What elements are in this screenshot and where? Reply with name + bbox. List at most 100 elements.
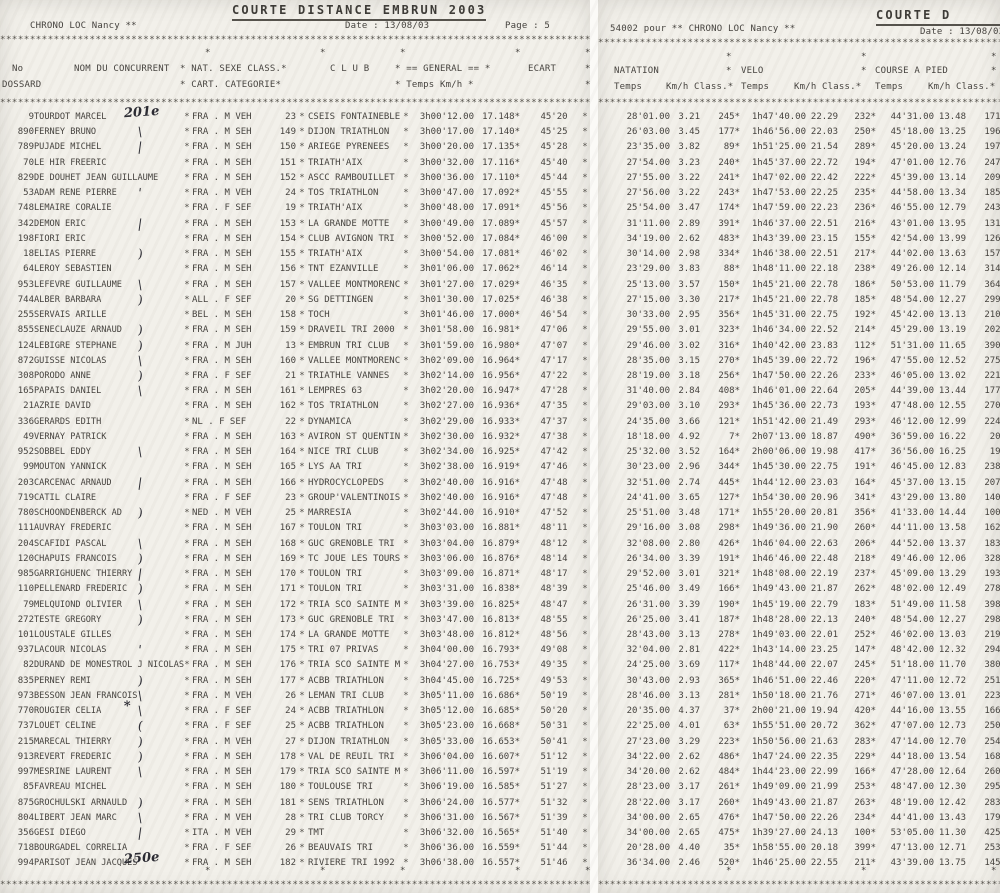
column-separator: * xyxy=(582,294,588,305)
column-separator: * xyxy=(299,462,305,473)
general-speed: 16.956* xyxy=(482,370,520,381)
swim-time: 26'34.00 xyxy=(626,553,670,564)
result-row-left: 272 TESTE GREGORY * FRA . M SEH 173 * GUC GRE… xyxy=(0,611,591,628)
bike-speed: 22.42 xyxy=(810,172,838,183)
column-separator: * xyxy=(582,370,588,381)
ecart-time: 51'12 xyxy=(540,751,568,762)
column-separator: * xyxy=(582,462,588,473)
run-speed: 13.34 xyxy=(938,188,966,199)
column-separator xyxy=(520,841,528,856)
column-separator: * xyxy=(403,462,409,473)
column-separator: * xyxy=(582,127,588,138)
column-separator: * xyxy=(184,447,190,458)
swim-rank: 486* xyxy=(718,751,740,762)
column-separator: * xyxy=(299,431,305,442)
bib-number: 985 xyxy=(17,569,34,580)
result-row-right: 36'34.00 2.46 520* 1h46'25.00 22.55 211* 43'39… xyxy=(598,856,1000,871)
column-separator: * xyxy=(184,508,190,519)
general-speed: 16.981* xyxy=(482,325,520,336)
club-name: SENS TRIATHLON xyxy=(308,797,384,808)
run-speed: 13.24 xyxy=(938,142,966,153)
swim-speed: 3.17 xyxy=(678,782,700,793)
bike-speed: 22.72 xyxy=(810,355,838,366)
club-name: ARIEGE PYRENEES xyxy=(308,142,390,153)
bike-time: 1h46'38.00 xyxy=(751,249,806,260)
run-rank: 247* xyxy=(984,157,1000,168)
result-row-left: 342 DEMON ERIC * FRA . M SEH 153 * LA GRANDE … xyxy=(0,215,591,232)
column-separator: * xyxy=(184,843,190,854)
column-separator: * xyxy=(184,310,190,321)
bike-time: 1h45'19.00 xyxy=(751,599,806,610)
result-row-right: 30'14.00 2.98 334* 1h46'38.00 22.51 217* 44'02… xyxy=(598,247,1000,262)
general-time: 3h00'17.00 xyxy=(419,127,474,138)
run-speed: 13.19 xyxy=(938,325,966,336)
column-separator: * xyxy=(403,538,409,549)
column-separator: * xyxy=(184,477,190,488)
run-rank: 19* xyxy=(989,447,1000,458)
athlete-name: DEMON ERIC xyxy=(34,218,86,229)
bike-speed: 22.01 xyxy=(810,629,838,640)
ecart-time: 48'17 xyxy=(540,569,568,580)
swim-time: 29'16.00 xyxy=(626,523,670,534)
general-speed: 16.559* xyxy=(482,843,520,854)
ecart-time: 45'44 xyxy=(540,172,568,183)
bib-number: 82 xyxy=(23,660,34,671)
swim-speed: 3.15 xyxy=(678,355,700,366)
general-time: 3h02'20.00 xyxy=(419,386,474,397)
swim-speed: 3.65 xyxy=(678,492,700,503)
ecart-time: 47'48 xyxy=(540,477,568,488)
column-separator xyxy=(520,856,528,871)
bib-number: 890 xyxy=(17,127,34,138)
result-row-left: 770 ROUGIER CELIA * FRA . F SEF 24 * ACBB TRI… xyxy=(0,699,591,719)
club-name: TMT xyxy=(308,828,325,839)
general-time: 3h06'31.00 xyxy=(419,812,474,823)
bike-speed: 23.15 xyxy=(810,233,838,244)
bib-number: 719 xyxy=(17,492,34,503)
run-rank: 275* xyxy=(984,355,1000,366)
column-separator: * xyxy=(582,599,588,610)
bib-number: 937 xyxy=(17,645,34,656)
ecart-time: 45'55 xyxy=(540,188,568,199)
bike-rank: 193* xyxy=(854,401,876,412)
general-speed: 17.089* xyxy=(482,218,520,229)
bike-speed: 22.51 xyxy=(810,249,838,260)
column-separator: * xyxy=(184,858,190,869)
run-rank: 278* xyxy=(984,584,1000,595)
result-row-left: 308 PORODO ANNE * FRA . F SEF 21 * TRIATHLE V… xyxy=(0,368,591,384)
swim-speed: 3.47 xyxy=(678,203,700,214)
general-time: 3h00'36.00 xyxy=(419,172,474,183)
bike-rank: 183* xyxy=(854,599,876,610)
result-row-left: 101 LOUSTALE GILLES * FRA . M SEH 174 * LA GR… xyxy=(0,628,591,643)
athlete-name: SCAFIDI PASCAL xyxy=(34,538,107,549)
swim-rank: 7* xyxy=(729,431,740,442)
general-time: 3h00'48.00 xyxy=(419,203,474,214)
run-speed: 12.71 xyxy=(938,843,966,854)
athlete-name: MELQUIOND OLIVIER xyxy=(34,599,122,610)
bike-rank: 237* xyxy=(854,569,876,580)
column-separator: * xyxy=(582,629,588,640)
category-rank: 29 xyxy=(285,828,296,839)
column-separator xyxy=(520,186,528,201)
run-speed: 11.58 xyxy=(938,599,966,610)
swim-speed: 4.37 xyxy=(678,706,700,717)
club-name: GUC GRENOBLE TRI xyxy=(308,538,395,549)
general-time: 3h03'09.00 xyxy=(419,569,474,580)
swim-speed: 2.74 xyxy=(678,477,700,488)
general-speed: 17.029* xyxy=(482,279,520,290)
ecart-time: 50'41 xyxy=(540,736,568,747)
general-time: 3h03'31.00 xyxy=(419,584,474,595)
bib-number: 203 xyxy=(17,477,34,488)
club-name: LEMAN TRI CLUB xyxy=(308,690,384,701)
club-name: NICE TRI CLUB xyxy=(308,447,379,458)
general-speed: 16.793* xyxy=(482,645,520,656)
general-speed: 17.025* xyxy=(482,294,520,305)
run-rank: 171* xyxy=(984,112,1000,122)
swim-time: 26'03.00 xyxy=(626,127,670,138)
general-time: 3h04'00.00 xyxy=(419,645,474,656)
column-separator: * xyxy=(299,416,305,427)
general-speed: 16.980* xyxy=(482,340,520,351)
column-separator: * xyxy=(582,203,588,214)
general-time: 3h00'49.00 xyxy=(419,218,474,229)
column-star: * xyxy=(991,66,997,76)
general-time: 3h00'12.00 xyxy=(419,112,474,122)
